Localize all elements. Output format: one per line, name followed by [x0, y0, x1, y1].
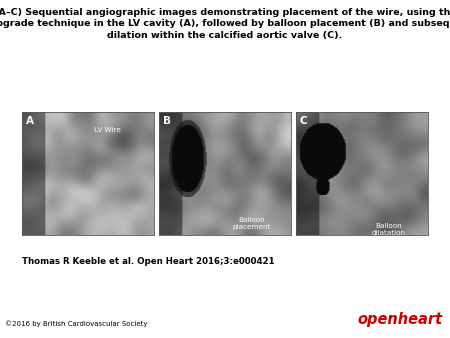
- Text: openheart: openheart: [358, 312, 443, 327]
- Text: A: A: [26, 116, 34, 126]
- Text: ©2016 by British Cardiovascular Society: ©2016 by British Cardiovascular Society: [5, 320, 148, 327]
- Text: B: B: [163, 116, 171, 126]
- Text: Balloon
placement: Balloon placement: [232, 217, 270, 230]
- Text: (A–C) Sequential angiographic images demonstrating placement of the wire, using : (A–C) Sequential angiographic images dem…: [0, 8, 450, 40]
- Text: Thomas R Keeble et al. Open Heart 2016;3:e000421: Thomas R Keeble et al. Open Heart 2016;3…: [22, 257, 274, 266]
- Text: C: C: [300, 116, 308, 126]
- Text: Balloon
dilatation: Balloon dilatation: [371, 223, 405, 236]
- Text: LV Wire: LV Wire: [94, 127, 121, 133]
